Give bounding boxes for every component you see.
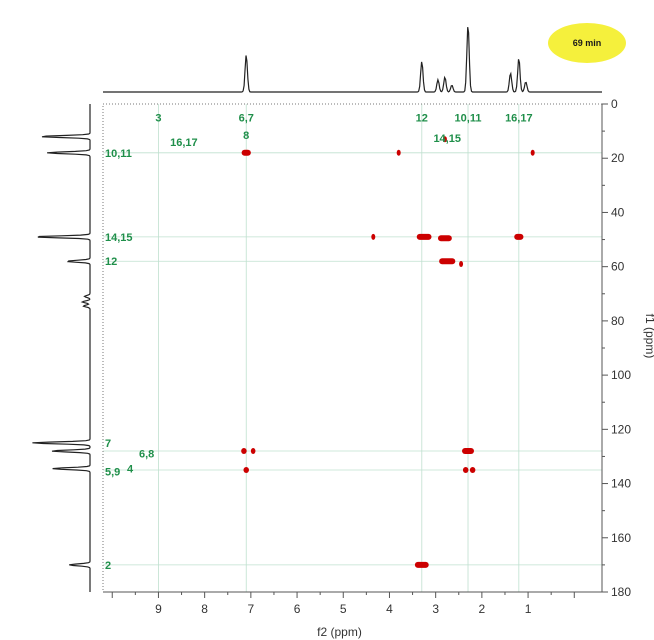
crosspeak [241, 149, 251, 156]
time-badge-ellipse [548, 23, 626, 63]
x-axis-title: f2 (ppm) [317, 625, 362, 639]
f1-projection [32, 104, 91, 592]
h-peak-label: 16,17 [505, 113, 533, 125]
crosspeaks [241, 136, 535, 568]
y-tick-label: 80 [611, 314, 625, 328]
h-peak-label: 10,11 [455, 113, 482, 125]
h-peak-label: 6,7 [239, 113, 254, 125]
x-tick-label: 2 [479, 602, 486, 616]
x-tick-label: 1 [525, 602, 532, 616]
crosspeak [371, 233, 376, 240]
c-peak-label: 5,9 [105, 466, 120, 478]
crosspeak [514, 233, 524, 240]
c-peak-label: 7 [105, 438, 111, 450]
c-peak-label: 14,15 [105, 232, 133, 244]
h-peak-label: 16,17 [170, 137, 198, 149]
c-peak-label: 6,8 [139, 449, 154, 461]
crosspeak [462, 467, 469, 473]
crosspeak [243, 467, 250, 473]
gridlines [103, 104, 602, 592]
crosspeak [459, 260, 464, 267]
crosspeak [414, 561, 429, 568]
x-axis: 9 8 7 6 5 4 3 2 1 [103, 591, 602, 616]
y-tick-label: 180 [611, 585, 631, 599]
crosspeak [396, 149, 401, 156]
x-tick-label: 6 [294, 602, 301, 616]
y-tick-label: 60 [611, 260, 625, 274]
y-tick-label: 40 [611, 205, 625, 219]
c-peak-label: 10,11 [105, 148, 132, 160]
crosspeak [469, 467, 476, 473]
crosspeak [241, 448, 247, 455]
plot-frame [102, 103, 603, 593]
time-badge-label: 69 min [573, 38, 602, 48]
crosspeak [462, 448, 475, 455]
y-axis-title: f1 (ppm) [643, 314, 654, 359]
crosspeak [439, 258, 456, 265]
y-axis: 0 20 40 60 80 100 120 140 160 180 [601, 97, 631, 599]
f2-projection-trace [103, 27, 602, 93]
h-peak-label: 14,15 [433, 133, 461, 145]
y-tick-label: 20 [611, 151, 625, 165]
crosspeak [442, 136, 447, 143]
peak-labels: 3 6,7 12 10,11 16,17 16,17 8 14,15 10,11 14,15 12 7… [105, 113, 533, 572]
f2-projection [103, 27, 602, 93]
crosspeak [437, 235, 452, 242]
crosspeak [416, 233, 432, 240]
h-peak-label: 12 [416, 113, 428, 125]
crosspeak [530, 149, 535, 156]
y-tick-label: 160 [611, 531, 631, 545]
x-tick-label: 3 [432, 602, 439, 616]
x-tick-label: 7 [248, 602, 255, 616]
x-tick-label: 4 [386, 602, 393, 616]
x-tick-label: 8 [201, 602, 208, 616]
time-badge: 69 min [548, 23, 626, 63]
y-tick-label: 140 [611, 477, 631, 491]
f1-projection-trace [32, 104, 91, 592]
crosspeak [250, 448, 256, 455]
h-peak-label: 3 [155, 113, 161, 125]
c-peak-label: 2 [105, 560, 111, 572]
y-tick-label: 0 [611, 97, 618, 111]
h-peak-label: 8 [243, 130, 249, 142]
c-peak-label: 12 [105, 256, 117, 268]
y-tick-label: 120 [611, 422, 631, 436]
x-tick-label: 5 [340, 602, 347, 616]
c-peak-label: 4 [127, 464, 134, 476]
y-tick-label: 100 [611, 368, 631, 382]
x-tick-label: 9 [155, 602, 162, 616]
